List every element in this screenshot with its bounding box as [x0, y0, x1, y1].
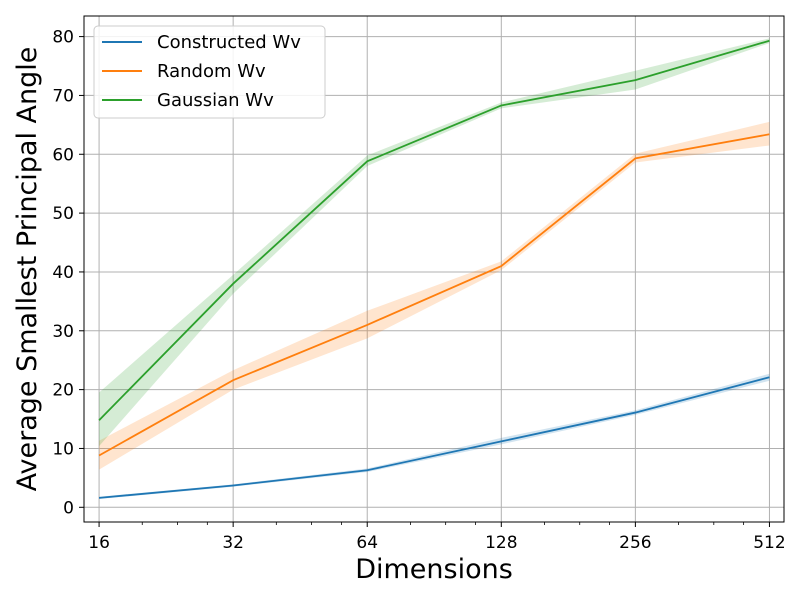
legend-label: Constructed Wv: [157, 32, 301, 53]
y-tick-label: 0: [63, 498, 74, 518]
y-tick-label: 50: [52, 204, 74, 224]
x-tick-label: 512: [753, 533, 785, 553]
y-tick-label: 10: [52, 439, 74, 459]
legend-label: Random Wv: [157, 61, 266, 82]
legend: Constructed Wv Random Wv Gaussian Wv: [94, 26, 325, 118]
x-axis-label: Dimensions: [355, 554, 513, 585]
y-tick-label: 20: [52, 381, 74, 401]
y-tick-label: 70: [52, 86, 74, 106]
y-tick-label: 40: [52, 263, 74, 283]
y-axis-label: Average Smallest Principal Angle: [12, 47, 43, 492]
x-tick-label: 32: [222, 533, 244, 553]
y-tick-label: 30: [52, 322, 74, 342]
x-tick-label: 64: [356, 533, 378, 553]
y-tick-label: 80: [52, 28, 74, 48]
x-tick-label: 256: [619, 533, 651, 553]
x-tick-label: 128: [485, 533, 517, 553]
legend-label: Gaussian Wv: [157, 90, 274, 111]
x-tick-label: 16: [88, 533, 110, 553]
y-tick-label: 60: [52, 145, 74, 165]
